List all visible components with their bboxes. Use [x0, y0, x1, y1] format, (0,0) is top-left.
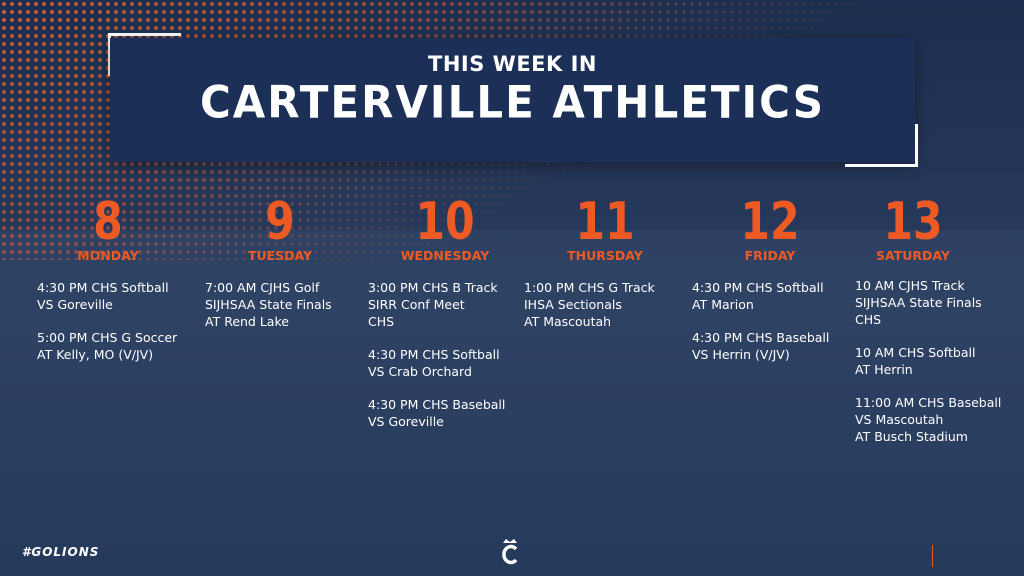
event-line: 4:30 PM CHS Baseball: [368, 397, 506, 412]
event-line: VS Crab Orchard: [368, 364, 472, 379]
day-column: 12 FRIDAY 4:30 PM CHS Softball AT Marion 4:3…: [692, 196, 852, 363]
event-line: 4:30 PM CHS Softball: [37, 280, 169, 295]
event-line: 4:30 PM CHS Baseball: [692, 330, 830, 345]
day-number: 10: [415, 192, 475, 252]
header-title: CARTERVILLE ATHLETICS: [199, 76, 826, 129]
day-column: 13 SATURDAY 10 AM CJHS Track SIJHSAA State …: [855, 196, 1015, 445]
event-line: 7:00 AM CJHS Golf: [205, 280, 320, 295]
event-line: SIRR Conf Meet: [368, 297, 465, 312]
day-number: 8: [93, 192, 123, 252]
event-line: 4:30 PM CHS Softball: [692, 280, 824, 295]
day-name: SATURDAY: [876, 248, 950, 263]
event-line: 3:00 PM CHS B Track: [368, 280, 498, 295]
corner: [108, 33, 181, 76]
background-photo: [0, 230, 1024, 576]
day-number: 12: [740, 192, 800, 252]
event-line: CHS: [855, 312, 882, 327]
event-line: SIJHSAA State Finals: [855, 295, 982, 310]
header-kicker: THIS WEEK IN: [428, 52, 597, 76]
event-line: AT Mascoutah: [524, 314, 612, 329]
event: 10 AM CJHS Track SIJHSAA State Finals CHS: [855, 277, 1015, 328]
event: 7:00 AM CJHS Golf SIJHSAA State Finals AT …: [205, 279, 365, 330]
event: 4:30 PM CHS Baseball VS Goreville: [368, 396, 528, 430]
event-line: CHS: [368, 314, 395, 329]
event-line: 10 AM CHS Softball: [855, 345, 976, 360]
day-number: 9: [265, 192, 295, 252]
event-line: VS Goreville: [37, 297, 113, 312]
day-column: 8 MONDAY 4:30 PM CHS Softball VS Goreville 5…: [37, 196, 197, 363]
day-column: 9 TUESDAY 7:00 AM CJHS Golf SIJHSAA State F…: [205, 196, 365, 330]
day-column: 10 WEDNESDAY 3:00 PM CHS B Track SIRR Conf …: [368, 196, 528, 430]
day-column: 11 THURSDAY 1:00 PM CHS G Track IHSA Sectio…: [524, 196, 684, 330]
day-head: 10 WEDNESDAY: [375, 196, 515, 263]
event: 4:30 PM CHS Softball AT Marion: [692, 279, 852, 313]
day-head: 12 FRIDAY: [700, 196, 840, 263]
event-line: AT Herrin: [855, 362, 913, 377]
day-head: 9 TUESDAY: [210, 196, 350, 263]
event: 4:30 PM CHS Softball VS Goreville: [37, 279, 197, 313]
event-line: AT Rend Lake: [205, 314, 289, 329]
day-name: FRIDAY: [744, 248, 796, 263]
event-line: IHSA Sectionals: [524, 297, 622, 312]
divider: [932, 545, 933, 567]
event-line: AT Kelly, MO (V/JV): [37, 347, 154, 362]
event-line: VS Mascoutah: [855, 412, 944, 427]
day-number: 11: [575, 192, 635, 252]
event: 11:00 AM CHS Baseball VS Mascoutah AT Busc…: [855, 394, 1015, 445]
event-line: 1:00 PM CHS G Track: [524, 280, 655, 295]
event: 10 AM CHS Softball AT Herrin: [855, 344, 1015, 378]
header-box: THIS WEEK IN CARTERVILLE ATHLETICS: [110, 38, 915, 162]
day-number: 13: [883, 192, 943, 252]
event-line: AT Busch Stadium: [855, 429, 968, 444]
day-name: THURSDAY: [567, 248, 643, 263]
day-head: 13 SATURDAY: [843, 196, 983, 263]
event-line: 11:00 AM CHS Baseball: [855, 395, 1002, 410]
event-line: 4:30 PM CHS Softball: [368, 347, 500, 362]
event-line: VS Herrin (V/JV): [692, 347, 790, 362]
event: 5:00 PM CHS G Soccer AT Kelly, MO (V/JV): [37, 329, 197, 363]
event: 4:30 PM CHS Baseball VS Herrin (V/JV): [692, 329, 852, 363]
day-name: WEDNESDAY: [400, 248, 490, 263]
event-line: VS Goreville: [368, 414, 444, 429]
event-line: 5:00 PM CHS G Soccer: [37, 330, 178, 345]
event: 3:00 PM CHS B Track SIRR Conf Meet CHS: [368, 279, 528, 330]
event-line: AT Marion: [692, 297, 754, 312]
event: 4:30 PM CHS Softball VS Crab Orchard: [368, 346, 528, 380]
day-name: MONDAY: [77, 248, 139, 263]
hashtag: #GOLIONS: [22, 545, 100, 559]
logo: [502, 539, 518, 565]
day-head: 11 THURSDAY: [535, 196, 675, 263]
event-line: 10 AM CJHS Track: [855, 278, 965, 293]
day-name: TUESDAY: [247, 248, 313, 263]
event-line: SIJHSAA State Finals: [205, 297, 332, 312]
corner: [845, 124, 918, 167]
day-head: 8 MONDAY: [38, 196, 178, 263]
event: 1:00 PM CHS G Track IHSA Sectionals AT Mas…: [524, 279, 684, 330]
